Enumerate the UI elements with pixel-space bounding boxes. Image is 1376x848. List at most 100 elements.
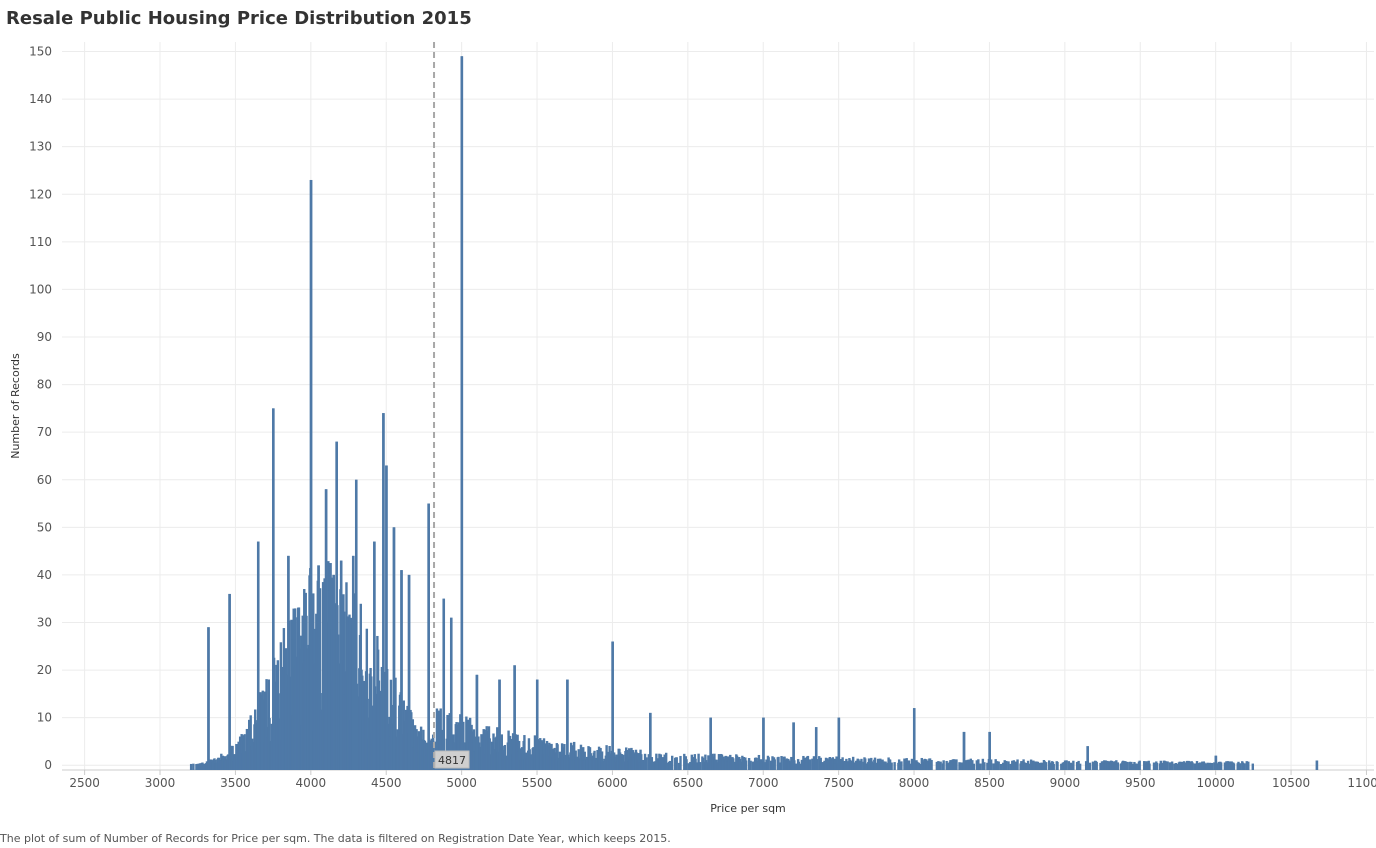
y-tick-label: 40 <box>37 568 52 582</box>
bar <box>1131 763 1135 770</box>
bar <box>955 759 958 770</box>
bar <box>1056 761 1059 770</box>
x-tick-label: 6500 <box>673 776 704 790</box>
bar <box>716 762 719 770</box>
bar <box>888 759 892 770</box>
bar <box>868 759 871 770</box>
bar <box>1187 760 1190 770</box>
y-tick-label: 20 <box>37 663 52 677</box>
bar <box>937 761 940 770</box>
bar <box>1168 762 1172 770</box>
bar <box>739 761 743 770</box>
bar <box>1219 762 1223 770</box>
bar <box>1126 762 1129 770</box>
bar <box>942 760 945 770</box>
bar-spike <box>354 479 358 770</box>
bar <box>1161 762 1164 770</box>
bar <box>839 758 843 770</box>
bar <box>1067 761 1071 770</box>
bar <box>297 607 301 770</box>
reference-label-box <box>434 750 470 769</box>
bar <box>979 763 982 770</box>
bar <box>689 761 692 770</box>
bar <box>804 757 807 770</box>
bar-spike <box>427 503 430 770</box>
bar <box>959 762 962 770</box>
bar-spike <box>1315 760 1319 770</box>
bar <box>946 763 949 770</box>
bar <box>971 760 974 770</box>
bar <box>695 762 698 770</box>
bar-spike <box>392 527 396 770</box>
y-tick-label: 130 <box>29 140 52 154</box>
bar-spike <box>988 731 991 770</box>
bar-spike <box>228 593 231 770</box>
bar <box>1176 763 1179 770</box>
bar <box>523 735 526 770</box>
x-tick-label: 4000 <box>296 776 327 790</box>
bar <box>1245 761 1248 770</box>
bar-spike <box>339 560 343 770</box>
bar <box>254 722 258 770</box>
bar <box>637 753 641 770</box>
bar <box>1138 760 1141 770</box>
bar <box>778 762 781 770</box>
y-tick-label: 70 <box>37 425 52 439</box>
bar <box>1159 760 1163 770</box>
bar <box>377 680 381 770</box>
bar <box>1133 761 1136 770</box>
bar <box>652 761 655 770</box>
bar <box>749 760 752 770</box>
bar <box>939 761 942 770</box>
bar <box>999 763 1003 770</box>
bar <box>1241 762 1245 770</box>
chart-caption: The plot of sum of Number of Records for… <box>0 832 671 845</box>
bar <box>1091 761 1095 770</box>
bar <box>917 762 920 770</box>
bar <box>1166 761 1169 770</box>
bar <box>628 748 631 770</box>
bar <box>1005 760 1008 770</box>
y-tick-label: 140 <box>29 92 52 106</box>
bar-spike <box>912 708 916 770</box>
bar <box>705 762 709 770</box>
bar-spike <box>287 555 290 770</box>
bar <box>780 756 783 770</box>
bar-spike <box>498 679 501 770</box>
bar <box>238 736 242 770</box>
bar <box>1228 761 1232 770</box>
bar <box>518 748 522 770</box>
bar <box>783 756 786 770</box>
x-tick-label: 7500 <box>823 776 854 790</box>
bar <box>1251 763 1255 770</box>
bar <box>760 761 764 770</box>
bar <box>851 756 855 770</box>
bar <box>802 755 805 770</box>
bar-spike <box>351 555 355 770</box>
bar <box>757 754 761 770</box>
bar <box>881 759 884 770</box>
bar-spike <box>837 717 841 770</box>
bar <box>882 761 886 770</box>
bar-spike <box>460 56 464 770</box>
bar <box>797 761 801 770</box>
bar <box>1238 763 1242 770</box>
bar <box>1072 760 1075 770</box>
bar <box>645 757 648 770</box>
bar-spike <box>382 413 385 770</box>
bar <box>1174 763 1178 770</box>
bar <box>949 760 952 770</box>
bar <box>279 642 283 770</box>
bar <box>612 752 616 770</box>
bar <box>198 763 202 770</box>
bar-spike <box>513 665 516 770</box>
bar <box>1223 762 1227 770</box>
bar-spike <box>449 617 453 770</box>
bar <box>919 763 922 770</box>
bar <box>503 744 507 770</box>
bar <box>488 738 491 770</box>
bar <box>755 757 758 770</box>
bar <box>926 760 930 770</box>
bar <box>1007 761 1010 770</box>
bar-spike <box>407 574 411 770</box>
